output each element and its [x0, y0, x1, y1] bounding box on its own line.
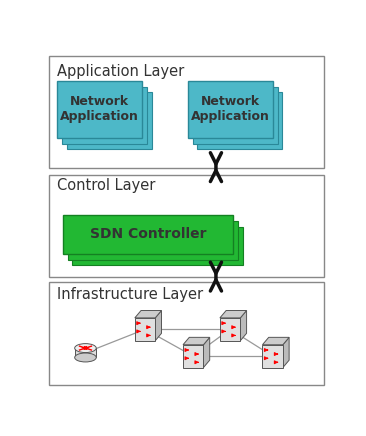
- Ellipse shape: [75, 344, 96, 353]
- Polygon shape: [203, 337, 210, 368]
- Bar: [72, 227, 243, 265]
- Bar: [63, 215, 233, 254]
- Text: Network
Application: Network Application: [60, 95, 139, 123]
- Polygon shape: [155, 310, 161, 341]
- Bar: [193, 87, 278, 144]
- Text: Infrastructure Layer: Infrastructure Layer: [57, 286, 203, 302]
- Polygon shape: [183, 337, 210, 345]
- Bar: [188, 81, 273, 138]
- Bar: [262, 345, 283, 368]
- Ellipse shape: [75, 353, 96, 362]
- Polygon shape: [135, 310, 161, 318]
- Bar: [67, 92, 152, 150]
- Text: SDN Controller: SDN Controller: [90, 228, 206, 242]
- Bar: [183, 345, 203, 368]
- Polygon shape: [283, 337, 289, 368]
- Bar: [197, 92, 282, 150]
- Text: Control Layer: Control Layer: [57, 178, 156, 193]
- Polygon shape: [240, 310, 247, 341]
- Bar: [49, 56, 324, 168]
- Bar: [220, 318, 240, 341]
- Bar: [57, 81, 142, 138]
- Bar: [135, 318, 155, 341]
- Text: Network
Application: Network Application: [191, 95, 270, 123]
- Bar: [62, 87, 147, 144]
- Polygon shape: [262, 337, 289, 345]
- Text: Application Layer: Application Layer: [57, 64, 184, 79]
- Bar: [49, 282, 324, 385]
- Bar: [75, 348, 96, 358]
- Bar: [68, 221, 238, 260]
- Polygon shape: [220, 310, 247, 318]
- Bar: [49, 175, 324, 277]
